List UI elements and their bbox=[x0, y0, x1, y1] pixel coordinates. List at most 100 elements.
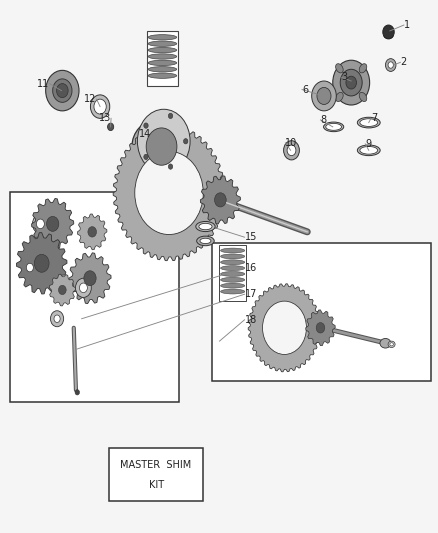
Text: KIT: KIT bbox=[148, 480, 163, 490]
Circle shape bbox=[332, 60, 369, 105]
Text: 12: 12 bbox=[84, 94, 96, 104]
Circle shape bbox=[88, 227, 96, 237]
Ellipse shape bbox=[148, 41, 176, 46]
Ellipse shape bbox=[387, 341, 394, 348]
Text: 14: 14 bbox=[139, 130, 151, 139]
Ellipse shape bbox=[358, 63, 366, 73]
Polygon shape bbox=[200, 176, 240, 224]
Text: 10: 10 bbox=[285, 138, 297, 148]
Circle shape bbox=[50, 311, 64, 327]
Bar bbox=[146, 31, 178, 86]
Ellipse shape bbox=[195, 222, 215, 232]
Circle shape bbox=[385, 59, 395, 71]
Ellipse shape bbox=[335, 92, 343, 102]
Ellipse shape bbox=[335, 63, 343, 73]
Text: 15: 15 bbox=[244, 232, 256, 242]
Ellipse shape bbox=[379, 338, 390, 348]
Ellipse shape bbox=[220, 284, 244, 288]
Ellipse shape bbox=[200, 238, 211, 244]
Ellipse shape bbox=[220, 260, 244, 265]
Ellipse shape bbox=[357, 117, 379, 128]
Circle shape bbox=[168, 113, 172, 118]
Text: 6: 6 bbox=[301, 85, 307, 94]
Circle shape bbox=[107, 123, 113, 131]
Ellipse shape bbox=[148, 67, 176, 72]
Circle shape bbox=[84, 271, 96, 286]
Circle shape bbox=[75, 278, 91, 297]
Ellipse shape bbox=[359, 119, 377, 126]
Ellipse shape bbox=[196, 236, 214, 246]
Circle shape bbox=[26, 263, 33, 272]
Bar bbox=[219, 245, 245, 301]
Circle shape bbox=[316, 87, 330, 104]
Text: MASTER  SHIM: MASTER SHIM bbox=[120, 460, 191, 470]
Circle shape bbox=[345, 76, 356, 89]
Ellipse shape bbox=[220, 289, 244, 294]
Circle shape bbox=[387, 62, 392, 68]
Circle shape bbox=[57, 84, 68, 98]
Circle shape bbox=[339, 69, 361, 96]
Circle shape bbox=[146, 128, 177, 165]
Circle shape bbox=[214, 193, 226, 207]
Circle shape bbox=[58, 285, 66, 295]
Circle shape bbox=[168, 164, 172, 169]
Ellipse shape bbox=[220, 277, 244, 282]
Circle shape bbox=[94, 99, 106, 114]
Polygon shape bbox=[113, 125, 224, 261]
Circle shape bbox=[23, 259, 37, 276]
Circle shape bbox=[183, 139, 187, 144]
Ellipse shape bbox=[131, 120, 182, 173]
Circle shape bbox=[311, 81, 336, 111]
Text: 2: 2 bbox=[399, 58, 406, 67]
Circle shape bbox=[79, 283, 87, 293]
Ellipse shape bbox=[148, 35, 176, 40]
Circle shape bbox=[144, 123, 148, 128]
Ellipse shape bbox=[198, 223, 212, 230]
Text: 17: 17 bbox=[244, 289, 256, 299]
Ellipse shape bbox=[148, 60, 176, 66]
Bar bbox=[10, 192, 178, 402]
Ellipse shape bbox=[220, 265, 244, 271]
Circle shape bbox=[32, 214, 48, 233]
Ellipse shape bbox=[220, 248, 244, 253]
Ellipse shape bbox=[220, 254, 244, 259]
Polygon shape bbox=[77, 214, 107, 250]
Bar bbox=[109, 448, 203, 501]
Circle shape bbox=[262, 301, 306, 354]
Ellipse shape bbox=[148, 54, 176, 59]
Circle shape bbox=[54, 315, 60, 322]
Ellipse shape bbox=[358, 92, 366, 102]
Circle shape bbox=[315, 322, 324, 333]
Circle shape bbox=[134, 151, 203, 235]
Ellipse shape bbox=[148, 47, 176, 53]
Text: 8: 8 bbox=[320, 115, 326, 125]
Ellipse shape bbox=[357, 145, 379, 156]
Ellipse shape bbox=[220, 271, 244, 276]
Text: 16: 16 bbox=[244, 263, 256, 273]
Circle shape bbox=[46, 216, 59, 231]
Circle shape bbox=[36, 219, 44, 229]
Polygon shape bbox=[49, 274, 75, 306]
Circle shape bbox=[283, 141, 299, 160]
Circle shape bbox=[137, 109, 190, 173]
Text: 1: 1 bbox=[403, 20, 409, 30]
Text: 9: 9 bbox=[364, 139, 371, 149]
Polygon shape bbox=[69, 253, 111, 304]
Circle shape bbox=[286, 145, 295, 156]
Ellipse shape bbox=[383, 34, 392, 38]
Ellipse shape bbox=[359, 147, 377, 154]
Text: 13: 13 bbox=[99, 114, 111, 123]
Circle shape bbox=[46, 70, 79, 111]
Ellipse shape bbox=[325, 124, 341, 130]
Ellipse shape bbox=[148, 73, 176, 78]
Circle shape bbox=[34, 254, 49, 272]
Text: 3: 3 bbox=[341, 72, 347, 82]
Text: 11: 11 bbox=[37, 79, 49, 88]
Circle shape bbox=[53, 79, 72, 102]
Polygon shape bbox=[247, 284, 320, 372]
Ellipse shape bbox=[389, 343, 392, 346]
Text: 18: 18 bbox=[244, 315, 256, 325]
Circle shape bbox=[75, 390, 79, 395]
Polygon shape bbox=[16, 232, 67, 294]
Circle shape bbox=[144, 154, 148, 159]
